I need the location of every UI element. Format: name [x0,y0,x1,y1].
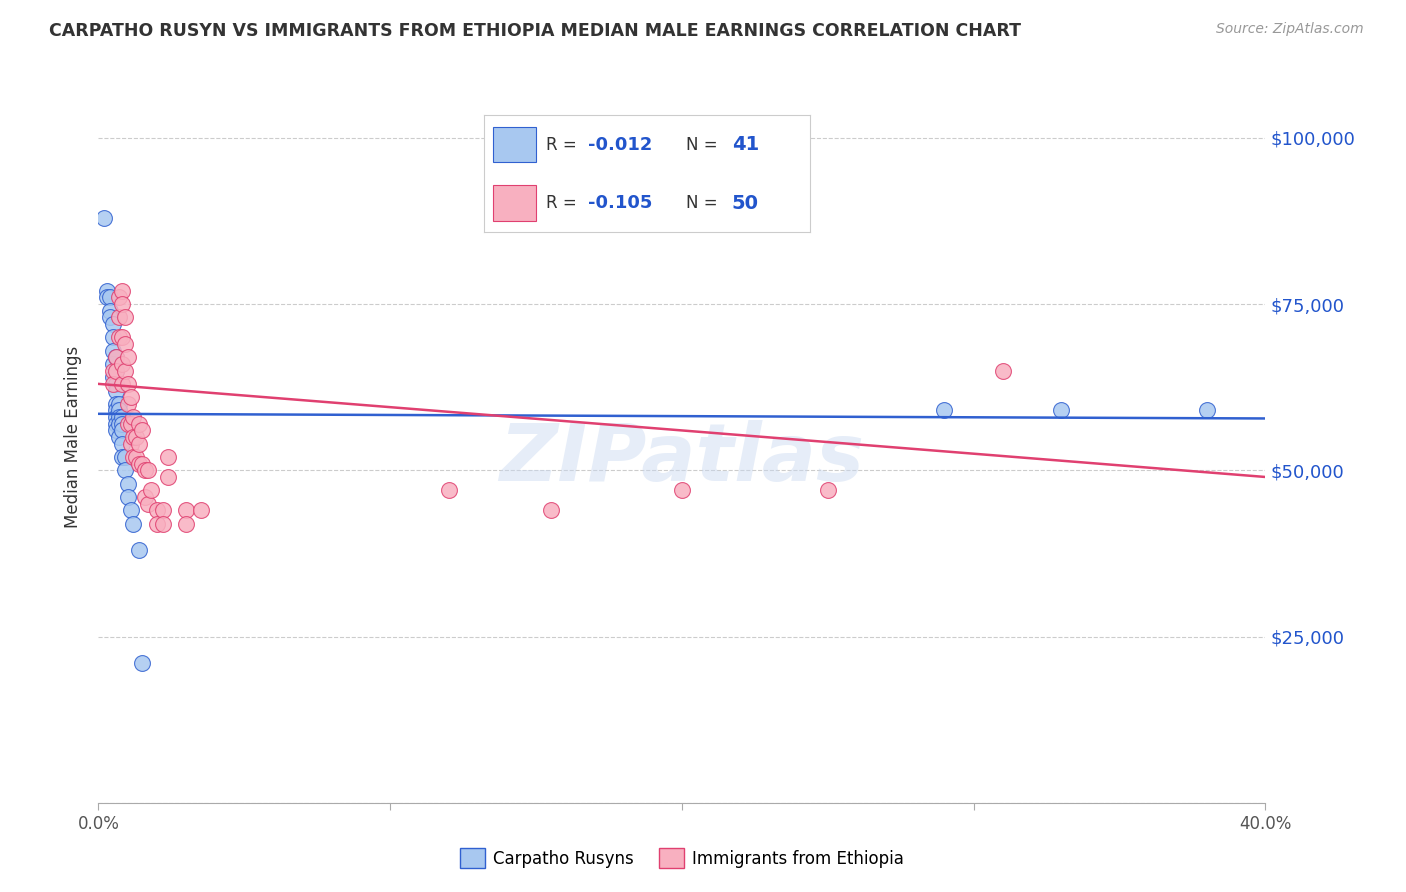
Point [117,376,139,391]
Point [136,463,159,477]
Point [108,290,131,304]
Point [437,483,460,498]
Point [111,450,134,464]
Point [122,410,145,425]
Point [96,284,118,298]
Y-axis label: Median Male Earnings: Median Male Earnings [65,346,83,528]
Point [98,290,121,304]
Point [104,417,127,431]
Point [111,410,134,425]
Point [101,330,124,344]
Point [104,363,127,377]
Point [152,503,174,517]
Point [1050,403,1073,417]
Point [540,503,562,517]
Point [104,384,127,398]
Legend: Carpatho Rusyns, Immigrants from Ethiopia: Carpatho Rusyns, Immigrants from Ethiopi… [453,841,911,875]
Point [146,516,169,531]
Point [108,403,131,417]
Point [117,417,139,431]
Point [157,470,180,484]
Point [146,503,169,517]
Point [117,476,139,491]
Point [128,457,150,471]
Point [134,490,156,504]
Point [96,290,118,304]
Point [991,363,1014,377]
Point [122,430,145,444]
Point [114,337,136,351]
Point [104,376,127,391]
Point [111,330,134,344]
Point [111,297,134,311]
Point [157,450,180,464]
Point [111,424,134,438]
Point [120,390,142,404]
Point [101,317,124,331]
Text: CARPATHO RUSYN VS IMMIGRANTS FROM ETHIOPIA MEDIAN MALE EARNINGS CORRELATION CHAR: CARPATHO RUSYN VS IMMIGRANTS FROM ETHIOP… [49,22,1021,40]
Point [98,310,121,325]
Point [114,463,136,477]
Point [128,417,150,431]
Point [108,310,131,325]
Point [117,351,139,365]
Point [122,450,145,464]
Point [114,450,136,464]
Point [122,516,145,531]
Text: Source: ZipAtlas.com: Source: ZipAtlas.com [1216,22,1364,37]
Point [108,430,131,444]
Point [104,424,127,438]
Point [101,357,124,371]
Point [93,211,115,225]
Point [131,424,153,438]
Point [139,483,162,498]
Point [117,490,139,504]
Point [114,363,136,377]
Point [120,436,142,450]
Point [111,357,134,371]
Point [131,656,153,670]
Point [108,417,131,431]
Point [104,397,127,411]
Point [114,310,136,325]
Point [104,351,127,365]
Point [104,351,127,365]
Point [934,403,956,417]
Point [101,376,124,391]
Point [104,410,127,425]
Point [174,503,197,517]
Point [111,436,134,450]
Point [131,457,153,471]
Point [104,403,127,417]
Point [1195,403,1218,417]
Point [136,497,159,511]
Point [111,417,134,431]
Point [190,503,212,517]
Point [108,410,131,425]
Point [108,397,131,411]
Text: ZIPatlas: ZIPatlas [499,420,865,498]
Point [120,503,142,517]
Point [128,543,150,558]
Point [125,450,148,464]
Point [134,463,156,477]
Point [111,376,134,391]
Point [125,430,148,444]
Point [104,363,127,377]
Point [128,436,150,450]
Point [120,417,142,431]
Point [111,284,134,298]
Point [101,343,124,358]
Point [174,516,197,531]
Point [108,330,131,344]
Point [101,363,124,377]
Point [671,483,693,498]
Point [817,483,839,498]
Point [152,516,174,531]
Point [101,370,124,384]
Point [117,397,139,411]
Point [98,303,121,318]
